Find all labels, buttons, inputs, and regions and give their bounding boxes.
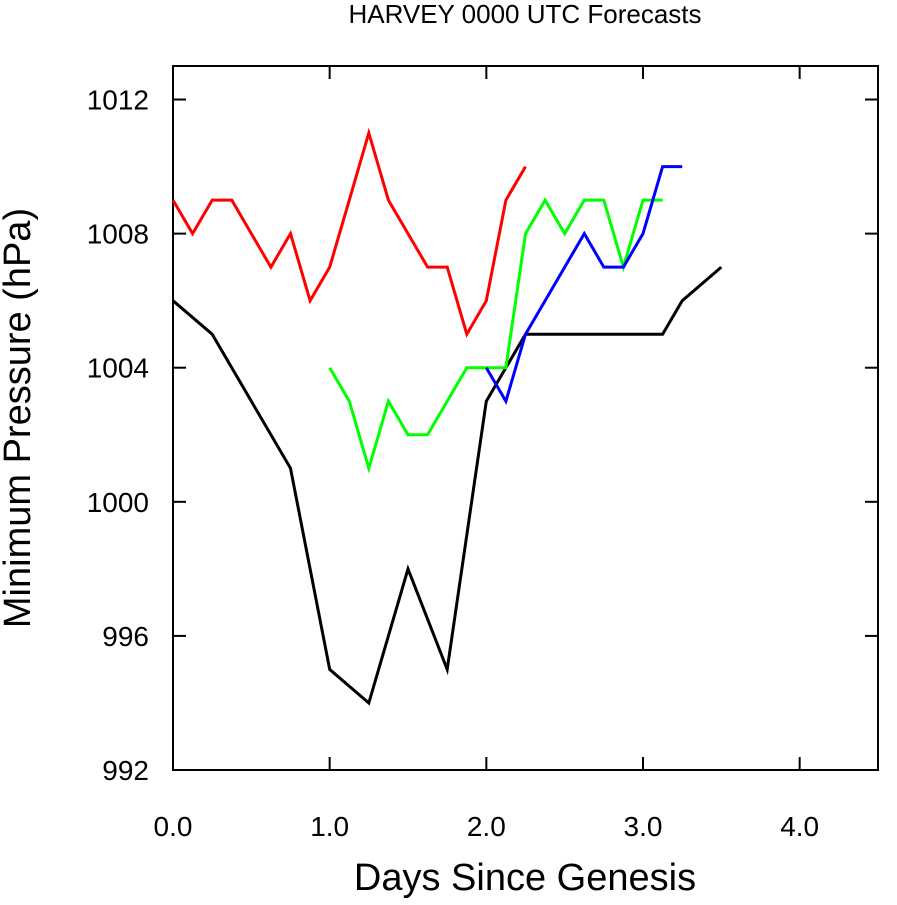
x-tick-label: 4.0 xyxy=(780,811,819,842)
series-line-3 xyxy=(328,197,663,474)
y-tick-label: 992 xyxy=(102,755,149,786)
series-layer xyxy=(171,127,723,706)
x-tick-label: 0.0 xyxy=(154,811,193,842)
x-tick-label: 1.0 xyxy=(310,811,349,842)
series-line-4 xyxy=(485,165,683,405)
plot-frame xyxy=(172,65,879,771)
y-axis-label: Minimum Pressure (hPa) xyxy=(0,208,39,628)
y-tick-label: 1012 xyxy=(87,85,149,116)
x-tick-label: 2.0 xyxy=(467,811,506,842)
x-axis-label: Days Since Genesis xyxy=(354,857,696,899)
y-tick-label: 1000 xyxy=(87,487,149,518)
x-tick-label: 3.0 xyxy=(624,811,663,842)
series-line-1 xyxy=(171,127,527,338)
y-tick-label: 996 xyxy=(102,621,149,652)
axes-layer: 0.0 1.0 2.0 3.0 4.0 992 996 1000 1004 1008 1012 xyxy=(87,65,879,842)
y-tick-label: 1004 xyxy=(87,353,149,384)
chart-title: HARVEY 0000 UTC Forecasts xyxy=(348,0,701,29)
series-line-2 xyxy=(172,265,723,706)
y-tick-label: 1008 xyxy=(87,219,149,250)
